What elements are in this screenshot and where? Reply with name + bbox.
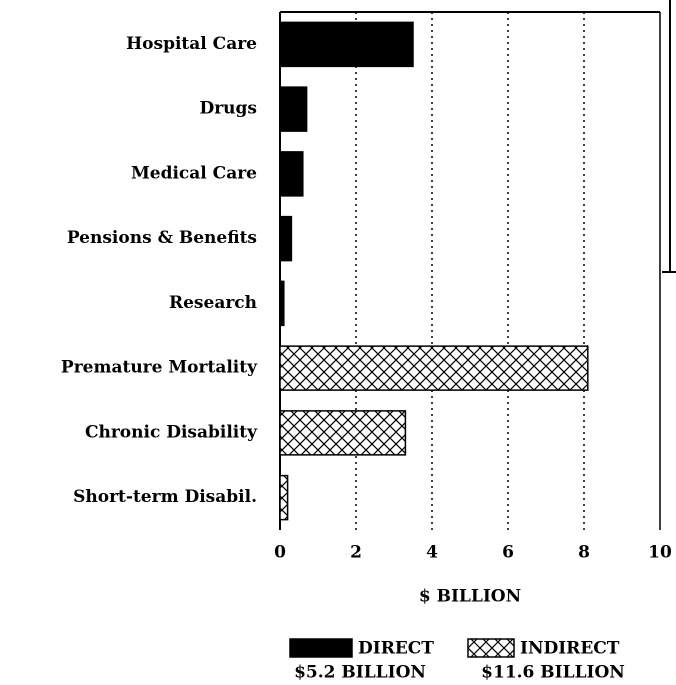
y-tick-label: Medical Care [131, 163, 257, 183]
x-tick-label: 0 [274, 543, 286, 563]
y-tick-label: Chronic Disability [85, 422, 258, 442]
y-tick-label: Pensions & Benefits [67, 228, 257, 248]
bar [279, 410, 407, 456]
x-tick-label: 10 [648, 543, 672, 563]
x-tick-label: 8 [578, 543, 590, 563]
x-tick-label: 4 [426, 543, 438, 563]
bar [279, 215, 293, 262]
y-tick-label: Research [169, 293, 257, 313]
x-tick-label: 2 [350, 543, 362, 563]
y-tick-label: Premature Mortality [61, 358, 258, 378]
x-tick-label: 6 [502, 543, 514, 563]
legend-swatch [467, 638, 515, 658]
legend-swatch [289, 638, 353, 658]
bar [279, 280, 285, 327]
legend-label: DIRECT [358, 639, 434, 659]
bar [279, 21, 414, 68]
legend-label: INDIRECT [520, 639, 620, 659]
legend-total: $5.2 BILLION [294, 663, 426, 683]
bar [279, 474, 289, 521]
bar [279, 345, 589, 391]
y-tick-label: Drugs [199, 99, 257, 119]
bar [279, 151, 304, 197]
bar [279, 86, 308, 132]
legend-total: $11.6 BILLION [481, 663, 625, 683]
x-axis-label: $ BILLION [419, 587, 521, 607]
y-tick-label: Short-term Disabil. [73, 487, 257, 507]
y-tick-label: Hospital Care [126, 34, 257, 54]
